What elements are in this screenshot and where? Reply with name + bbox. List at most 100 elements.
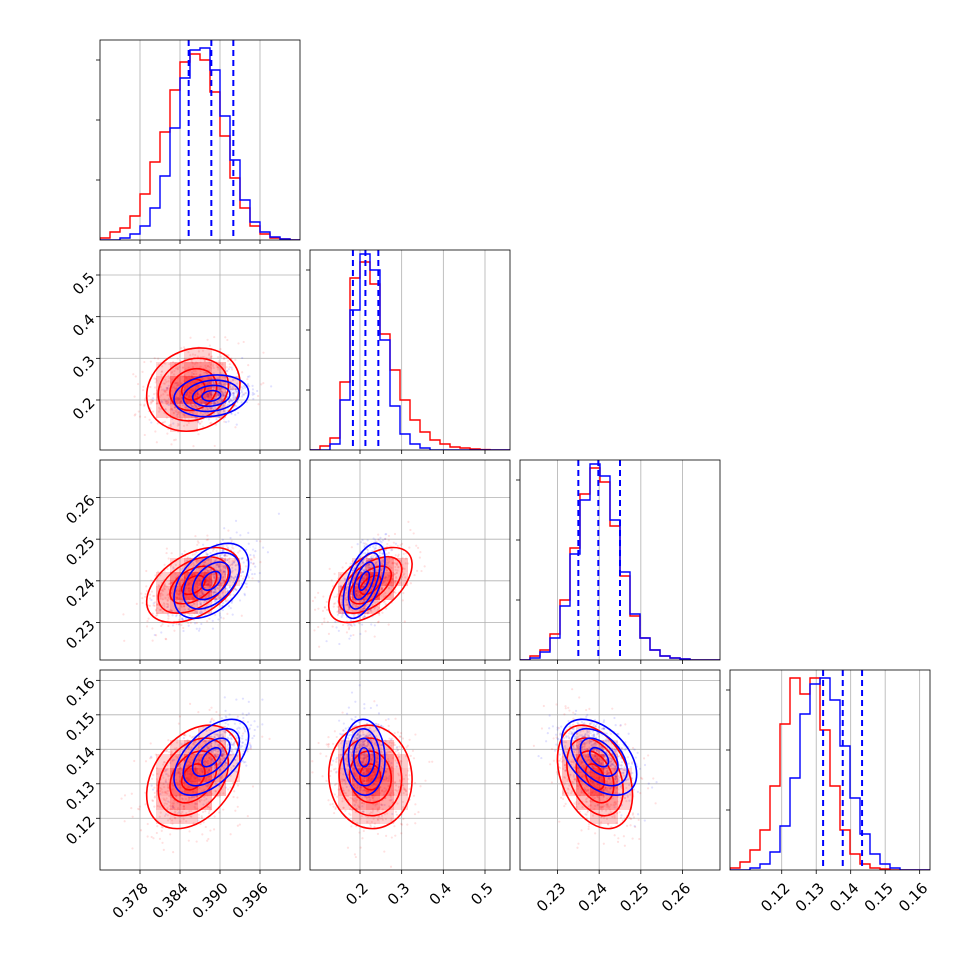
blue-sample-point xyxy=(227,589,230,592)
red-sample-point xyxy=(208,809,211,813)
red-sample-point xyxy=(222,808,225,811)
red-sample-point xyxy=(415,544,418,547)
red-sample-point xyxy=(220,390,223,393)
red-sample-point xyxy=(377,533,380,536)
red-sample-point xyxy=(183,605,186,608)
blue-sample-point xyxy=(220,387,224,390)
red-sample-point xyxy=(156,607,159,610)
blue-sample-point xyxy=(211,619,214,622)
red-sample-point xyxy=(350,546,353,549)
blue-sample-point xyxy=(232,388,235,391)
blue-sample-point xyxy=(359,632,362,636)
red-sample-point xyxy=(335,595,338,598)
blue-sample-point xyxy=(363,577,366,580)
blue-sample-point xyxy=(214,591,217,594)
red-sample-point xyxy=(209,355,212,358)
blue-histogram xyxy=(310,253,510,450)
red-sample-point xyxy=(170,425,173,428)
red-sample-point xyxy=(153,386,157,389)
red-sample-point xyxy=(345,603,349,607)
red-sample-point xyxy=(217,584,220,587)
red-sample-point xyxy=(237,342,240,345)
red-histogram xyxy=(310,261,510,450)
red-sample-point xyxy=(176,357,179,360)
red-sample-point xyxy=(365,612,369,615)
red-sample-point xyxy=(140,592,143,595)
blue-sample-point xyxy=(218,565,221,568)
blue-sample-point xyxy=(381,552,384,555)
blue-sample-point xyxy=(221,549,224,552)
red-density-cell xyxy=(338,600,352,614)
red-sample-point xyxy=(167,624,170,628)
red-sample-point xyxy=(187,567,190,570)
blue-sample-point xyxy=(266,551,270,554)
red-sample-point xyxy=(161,598,164,601)
blue-sample-point xyxy=(385,532,388,536)
blue-sample-point xyxy=(363,615,366,618)
blue-sample-point xyxy=(233,392,236,395)
red-sample-point xyxy=(172,851,175,854)
red-sample-point xyxy=(164,584,167,587)
red-sample-point xyxy=(211,752,214,755)
red-sample-point xyxy=(364,575,367,578)
red-sample-point xyxy=(393,572,396,576)
red-sample-point xyxy=(142,385,145,388)
blue-sample-point xyxy=(200,601,203,604)
red-sample-point xyxy=(178,583,181,586)
red-sample-point xyxy=(164,596,167,600)
blue-sample-point xyxy=(375,556,378,559)
blue-sample-point xyxy=(192,602,195,605)
blue-sample-point xyxy=(234,387,238,391)
blue-sample-point xyxy=(226,403,229,406)
red-sample-point xyxy=(238,549,241,552)
red-sample-point xyxy=(391,557,394,561)
red-sample-point xyxy=(123,794,127,797)
red-sample-point xyxy=(166,767,169,771)
red-sample-point xyxy=(227,558,231,561)
blue-sample-point xyxy=(382,559,385,562)
red-sample-point xyxy=(176,411,180,414)
red-sample-point xyxy=(177,607,180,611)
red-sample-point xyxy=(400,575,404,579)
red-sample-point xyxy=(164,791,167,795)
red-sample-point xyxy=(198,405,201,408)
blue-sample-point xyxy=(213,382,216,385)
red-sample-point xyxy=(153,791,156,795)
red-sample-point xyxy=(226,404,229,407)
red-sample-point xyxy=(250,558,253,561)
red-sample-point xyxy=(170,609,173,613)
blue-sample-point xyxy=(234,390,237,393)
blue-sample-point xyxy=(213,588,216,591)
blue-sample-point xyxy=(343,577,346,580)
red-sample-point xyxy=(170,552,173,555)
red-sample-point xyxy=(211,759,214,762)
red-sample-point xyxy=(158,408,162,411)
blue-sample-point xyxy=(241,557,244,560)
red-sample-point xyxy=(321,609,325,612)
blue-sample-point xyxy=(211,406,214,409)
red-sample-point xyxy=(166,599,169,602)
red-sample-point xyxy=(187,796,191,799)
blue-sample-point xyxy=(172,567,175,570)
red-sample-point xyxy=(260,383,263,386)
blue-sample-point xyxy=(206,599,209,602)
red-sample-point xyxy=(217,595,220,598)
blue-sample-point xyxy=(366,559,369,562)
blue-sample-point xyxy=(193,564,196,567)
red-sample-point xyxy=(170,443,173,446)
red-sample-point xyxy=(388,560,391,563)
red-sample-point xyxy=(164,799,167,802)
red-sample-point xyxy=(228,561,231,564)
red-sample-point xyxy=(144,397,147,400)
red-sample-point xyxy=(190,410,193,413)
blue-sample-point xyxy=(243,594,246,597)
red-sample-point xyxy=(211,717,214,720)
red-sample-point xyxy=(187,351,190,354)
red-sample-point xyxy=(159,593,162,596)
red-sample-point xyxy=(392,590,396,593)
blue-sample-point xyxy=(380,568,383,572)
blue-sample-point xyxy=(364,565,367,569)
blue-sample-point xyxy=(192,406,195,409)
red-sample-point xyxy=(236,805,239,808)
